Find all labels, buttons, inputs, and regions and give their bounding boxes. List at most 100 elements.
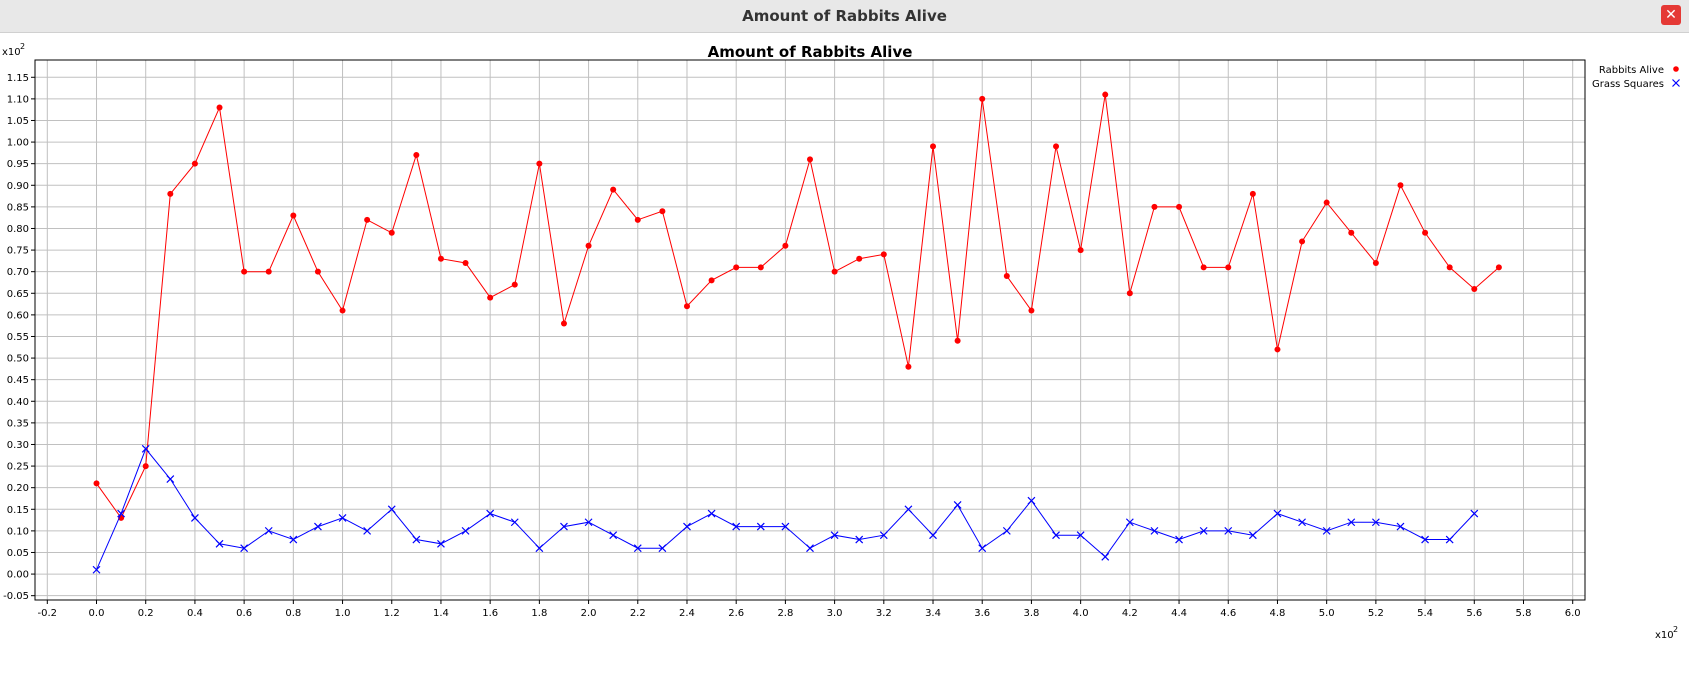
window-titlebar: Amount of Rabbits Alive ✕	[0, 0, 1689, 33]
data-point	[658, 544, 667, 553]
data-point	[314, 268, 321, 275]
data-point	[1028, 307, 1035, 314]
data-point	[1422, 229, 1429, 236]
data-point	[535, 544, 544, 553]
y-tick-label: 1.10	[7, 94, 29, 105]
y-tick-label: 0.35	[7, 418, 29, 429]
data-point	[339, 307, 346, 314]
data-point	[1348, 229, 1355, 236]
data-point	[756, 522, 765, 531]
data-point	[609, 531, 618, 540]
data-point	[954, 337, 961, 344]
y-tick-label: 0.85	[7, 202, 29, 213]
data-point	[1151, 203, 1158, 210]
data-point	[757, 264, 764, 271]
data-point	[1176, 203, 1183, 210]
x-tick-label: 0.8	[285, 608, 301, 619]
data-point	[437, 255, 444, 262]
y-tick-label: 0.30	[7, 440, 29, 451]
data-point	[683, 522, 691, 531]
data-point	[1126, 290, 1133, 297]
data-point	[1470, 509, 1479, 518]
y-tick-label: 0.15	[7, 505, 29, 516]
data-point	[585, 242, 592, 249]
data-point	[1125, 518, 1134, 527]
y-tick-label: 0.65	[7, 289, 29, 300]
x-multiplier-exponent: 2	[1673, 625, 1678, 634]
data-point	[1347, 518, 1356, 527]
data-point	[1200, 264, 1207, 271]
y-tick-label: -0.05	[3, 591, 29, 602]
data-point	[659, 208, 666, 215]
y-tick-label: 0.80	[7, 224, 29, 235]
data-point	[1397, 182, 1404, 189]
data-point	[364, 216, 371, 223]
data-point	[462, 260, 469, 267]
x-tick-label: 4.6	[1220, 608, 1236, 619]
x-tick-label: 5.2	[1368, 608, 1384, 619]
data-point	[732, 522, 741, 531]
data-point	[487, 294, 494, 301]
data-point	[1396, 522, 1405, 531]
data-point	[166, 475, 175, 483]
data-point	[1421, 535, 1430, 544]
x-multiplier-base: x10	[1655, 630, 1674, 641]
x-tick-label: 4.4	[1171, 608, 1187, 619]
data-point	[904, 505, 913, 514]
plot-border	[34, 59, 1586, 601]
x-tick-label: 0.6	[236, 608, 252, 619]
data-point	[905, 363, 912, 370]
x-tick-label: 1.6	[482, 608, 498, 619]
x-tick-label: 4.8	[1270, 608, 1286, 619]
line-chart: Amount of Rabbits Alive x10 2 x10 2 -0.2…	[2, 42, 1680, 641]
data-point	[1273, 509, 1282, 518]
data-point	[510, 518, 519, 527]
data-point	[1323, 199, 1330, 206]
x-tick-label: 2.4	[679, 608, 695, 619]
x-tick-label: 3.0	[827, 608, 843, 619]
data-point	[117, 509, 126, 518]
legend-label: Rabbits Alive	[1599, 65, 1664, 76]
y-tick-label: 0.55	[7, 332, 29, 343]
data-point	[1372, 260, 1379, 267]
y-tick-label: 1.00	[7, 138, 29, 149]
data-point	[1102, 91, 1109, 98]
data-point	[610, 186, 617, 193]
data-point	[265, 268, 272, 275]
data-point	[142, 463, 149, 470]
data-point	[264, 526, 273, 535]
series-group	[92, 91, 1502, 574]
data-point	[314, 522, 322, 531]
data-point	[782, 242, 789, 249]
x-tick-label: 2.0	[581, 608, 597, 619]
data-point	[634, 216, 641, 223]
data-point	[1199, 526, 1208, 535]
x-tick-label: 3.2	[876, 608, 892, 619]
x-tick-label: 1.4	[433, 608, 449, 619]
x-tick-label: 5.0	[1319, 608, 1335, 619]
data-point	[338, 513, 347, 522]
data-point	[560, 320, 567, 327]
data-point	[707, 509, 716, 518]
data-point	[929, 531, 937, 540]
data-point	[1298, 518, 1306, 527]
x-tick-label: 1.8	[531, 608, 547, 619]
x-tick-label: 0.4	[187, 608, 203, 619]
data-point	[560, 522, 568, 531]
data-point	[1371, 518, 1380, 527]
x-tick-label: 5.4	[1417, 608, 1433, 619]
data-point	[167, 190, 174, 197]
grid-lines	[35, 60, 1585, 600]
y-tick-label: 0.00	[7, 570, 29, 581]
data-point	[856, 255, 863, 262]
data-point	[289, 535, 298, 544]
close-button[interactable]: ✕	[1661, 5, 1681, 25]
y-tick-label: 0.50	[7, 354, 29, 365]
legend-item-rabbits: Rabbits Alive	[1599, 65, 1679, 76]
data-point	[1175, 535, 1183, 544]
data-point	[93, 480, 100, 487]
y-tick-label: 1.05	[7, 116, 29, 127]
y-tick-label: 1.15	[7, 73, 29, 84]
y-tick-label: 0.60	[7, 310, 29, 321]
data-point	[241, 268, 248, 275]
